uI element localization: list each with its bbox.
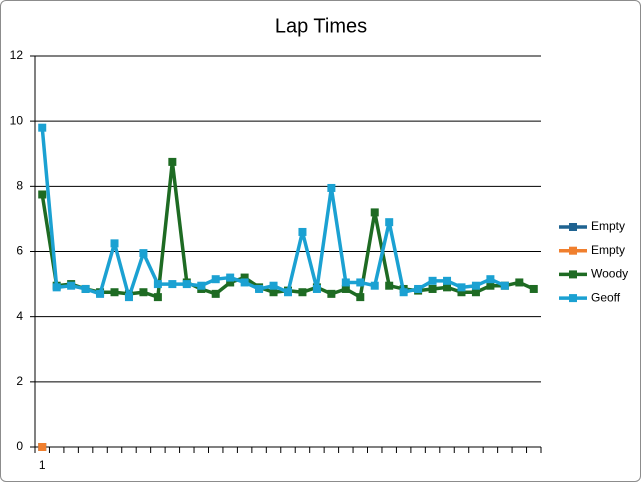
legend-marker bbox=[569, 246, 577, 255]
marker bbox=[38, 123, 47, 132]
marker bbox=[399, 288, 408, 297]
marker bbox=[211, 275, 220, 284]
marker bbox=[168, 157, 177, 166]
marker bbox=[153, 280, 162, 289]
marker bbox=[67, 281, 76, 290]
marker bbox=[428, 284, 437, 293]
marker bbox=[341, 278, 350, 287]
marker bbox=[284, 288, 292, 297]
marker bbox=[153, 293, 162, 302]
legend-label: Empty bbox=[591, 243, 625, 257]
marker bbox=[356, 278, 365, 287]
marker bbox=[52, 283, 61, 292]
marker bbox=[269, 288, 278, 297]
marker bbox=[182, 280, 191, 289]
marker bbox=[81, 284, 90, 293]
series-line bbox=[40, 160, 535, 299]
marker bbox=[110, 239, 119, 248]
marker bbox=[269, 281, 278, 290]
marker bbox=[240, 273, 249, 282]
marker bbox=[486, 281, 495, 290]
y-tick-label: 8 bbox=[16, 179, 23, 193]
marker bbox=[428, 276, 437, 285]
marker bbox=[486, 275, 495, 284]
marker bbox=[96, 289, 105, 298]
marker bbox=[457, 288, 466, 297]
y-tick-label: 4 bbox=[16, 309, 23, 323]
legend-label: Empty bbox=[591, 219, 625, 233]
y-tick-label: 0 bbox=[16, 439, 23, 453]
marker bbox=[38, 190, 47, 199]
marker bbox=[168, 280, 177, 289]
marker bbox=[38, 443, 47, 451]
x-tick-label: 1 bbox=[39, 458, 46, 472]
marker bbox=[226, 273, 235, 282]
marker bbox=[327, 289, 336, 298]
marker bbox=[385, 218, 394, 227]
marker bbox=[457, 283, 466, 292]
chart-title: Lap Times bbox=[275, 15, 367, 37]
marker bbox=[356, 293, 365, 302]
marker bbox=[471, 281, 480, 290]
y-tick-label: 6 bbox=[16, 244, 23, 258]
marker bbox=[515, 278, 524, 287]
legend-marker bbox=[569, 270, 577, 279]
legend-label: Woody bbox=[591, 267, 628, 281]
marker bbox=[255, 284, 264, 293]
marker bbox=[370, 281, 379, 290]
marker bbox=[226, 278, 235, 287]
marker bbox=[370, 208, 379, 217]
series-line bbox=[40, 127, 506, 299]
marker bbox=[110, 288, 119, 297]
marker bbox=[341, 284, 350, 293]
marker bbox=[139, 249, 148, 258]
marker bbox=[500, 281, 509, 290]
marker bbox=[298, 227, 307, 236]
marker bbox=[298, 288, 307, 297]
marker bbox=[139, 288, 148, 297]
marker bbox=[443, 283, 452, 292]
marker bbox=[211, 289, 220, 298]
y-tick-label: 2 bbox=[16, 374, 23, 388]
y-tick-label: 10 bbox=[10, 113, 24, 127]
marker bbox=[529, 284, 538, 293]
marker bbox=[471, 288, 480, 297]
marker bbox=[240, 278, 249, 287]
marker bbox=[124, 293, 133, 302]
marker bbox=[443, 276, 452, 285]
marker bbox=[197, 281, 206, 290]
marker bbox=[385, 281, 394, 290]
legend-marker bbox=[569, 294, 577, 303]
legend-marker bbox=[569, 223, 577, 231]
marker bbox=[414, 284, 423, 293]
legend-label: Geoff bbox=[591, 290, 621, 304]
marker bbox=[327, 183, 336, 192]
y-tick-label: 12 bbox=[10, 48, 24, 62]
marker bbox=[312, 284, 321, 293]
